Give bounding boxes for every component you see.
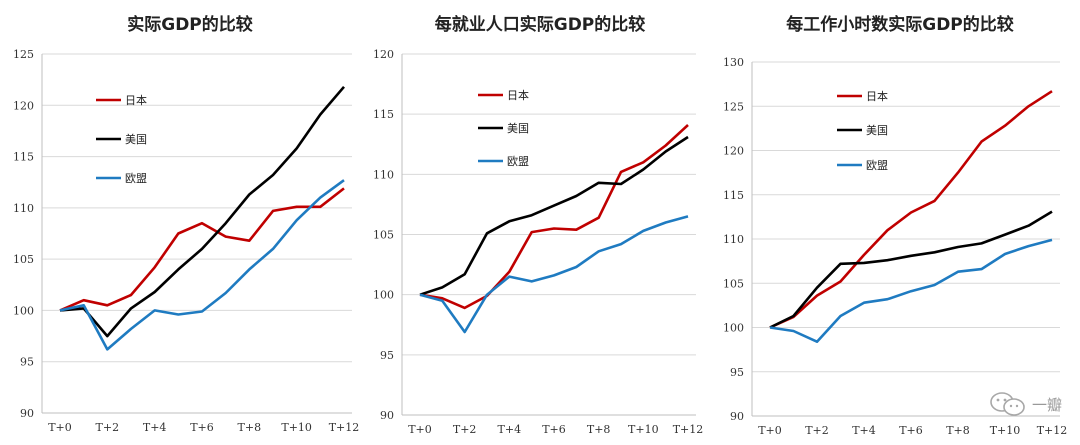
series-line [59,179,345,351]
x-tick-label: T+12 [673,423,704,436]
series-line [59,187,345,312]
x-tick-label: T+2 [96,421,120,434]
chart-panel-1: 实际GDP的比较 90 95 100 105 110 115 120 125 T+0 T+2 T+4 T… [0,0,360,445]
y-tick-label: 110 [723,233,744,246]
y-tick-label: 105 [373,229,394,242]
y-tick-label: 115 [373,108,394,121]
watermark: 一瓣 [988,391,1062,417]
x-tick-label: T+8 [587,423,611,436]
legend-label: 美国 [507,122,529,135]
y-tick-label: 95 [380,349,394,362]
y-tick-label: 100 [723,322,744,335]
legend-label: 欧盟 [125,172,147,185]
y-tick-label: 105 [723,277,744,290]
series-line [419,135,689,296]
watermark-text: 一瓣 [1031,395,1062,414]
y-tick-label: 100 [373,289,394,302]
series-line [59,85,345,338]
chart-title: 实际GDP的比较 [127,14,253,35]
x-tick-label: T+6 [542,423,566,436]
chart-title: 每就业人口实际GDP的比较 [435,14,646,35]
y-tick-label: 120 [13,99,34,112]
y-tick-label: 90 [730,410,744,423]
x-tick-label: T+4 [498,423,522,436]
y-tick-label: 90 [20,407,34,420]
y-tick-label: 95 [730,366,744,379]
series-line [419,124,689,310]
x-tick-label: T+6 [190,421,214,434]
x-tick-label: T+2 [453,423,477,436]
legend-label: 美国 [866,124,888,137]
x-tick-label: T+10 [990,424,1021,437]
y-tick-label: 130 [723,56,744,69]
y-tick-label: 125 [13,48,34,61]
x-tick-label: T+8 [238,421,262,434]
x-tick-label: T+6 [899,424,923,437]
y-tick-label: 110 [13,202,34,215]
y-tick-label: 115 [723,189,744,202]
x-tick-label: T+10 [628,423,659,436]
legend-label: 美国 [125,133,147,146]
x-tick-label: T+12 [1037,424,1068,437]
x-tick-label: T+2 [805,424,829,437]
legend-label: 欧盟 [866,159,888,172]
x-tick-label: T+12 [329,421,360,434]
wechat-icon [990,392,1025,416]
chart-title: 每工作小时数实际GDP的比较 [786,14,1014,35]
chart-panel-2: 每就业人口实际GDP的比较 90 95 100 105 110 115 120 T+0 T+2 T+… [360,0,710,445]
legend-label: 欧盟 [507,155,529,168]
chart-panel-3: 每工作小时数实际GDP的比较 90 95 100 105 110 115 120 125 130 T… [710,0,1080,445]
series-line [769,238,1053,344]
y-tick-label: 105 [13,253,34,266]
x-tick-label: T+4 [852,424,876,437]
legend-label: 日本 [866,89,888,103]
series-line [419,215,689,334]
y-tick-label: 115 [13,151,34,164]
y-tick-label: 100 [13,304,34,317]
x-tick-label: T+0 [408,423,432,436]
y-tick-label: 95 [20,356,34,369]
y-tick-label: 125 [723,100,744,113]
series-line [769,90,1053,329]
chart-gdp: 实际GDP的比较 90 95 100 105 110 115 120 125 T+0 T+2 T+4 T… [13,14,360,434]
chart-gdp-per-hour: 每工作小时数实际GDP的比较 90 95 100 105 110 115 120 125 130 T… [723,14,1068,437]
legend-label: 日本 [125,93,147,107]
x-tick-label: T+10 [281,421,312,434]
legend-label: 日本 [507,88,529,102]
y-tick-label: 120 [723,145,744,158]
series-line [769,210,1053,329]
x-tick-label: T+0 [758,424,782,437]
y-tick-label: 90 [380,409,394,422]
x-tick-label: T+8 [946,424,970,437]
chart-gdp-per-worker: 每就业人口实际GDP的比较 90 95 100 105 110 115 120 T+0 T+2 T+… [373,14,704,436]
y-tick-label: 120 [373,48,394,61]
y-tick-label: 110 [373,168,394,181]
x-tick-label: T+4 [143,421,167,434]
x-tick-label: T+0 [48,421,72,434]
